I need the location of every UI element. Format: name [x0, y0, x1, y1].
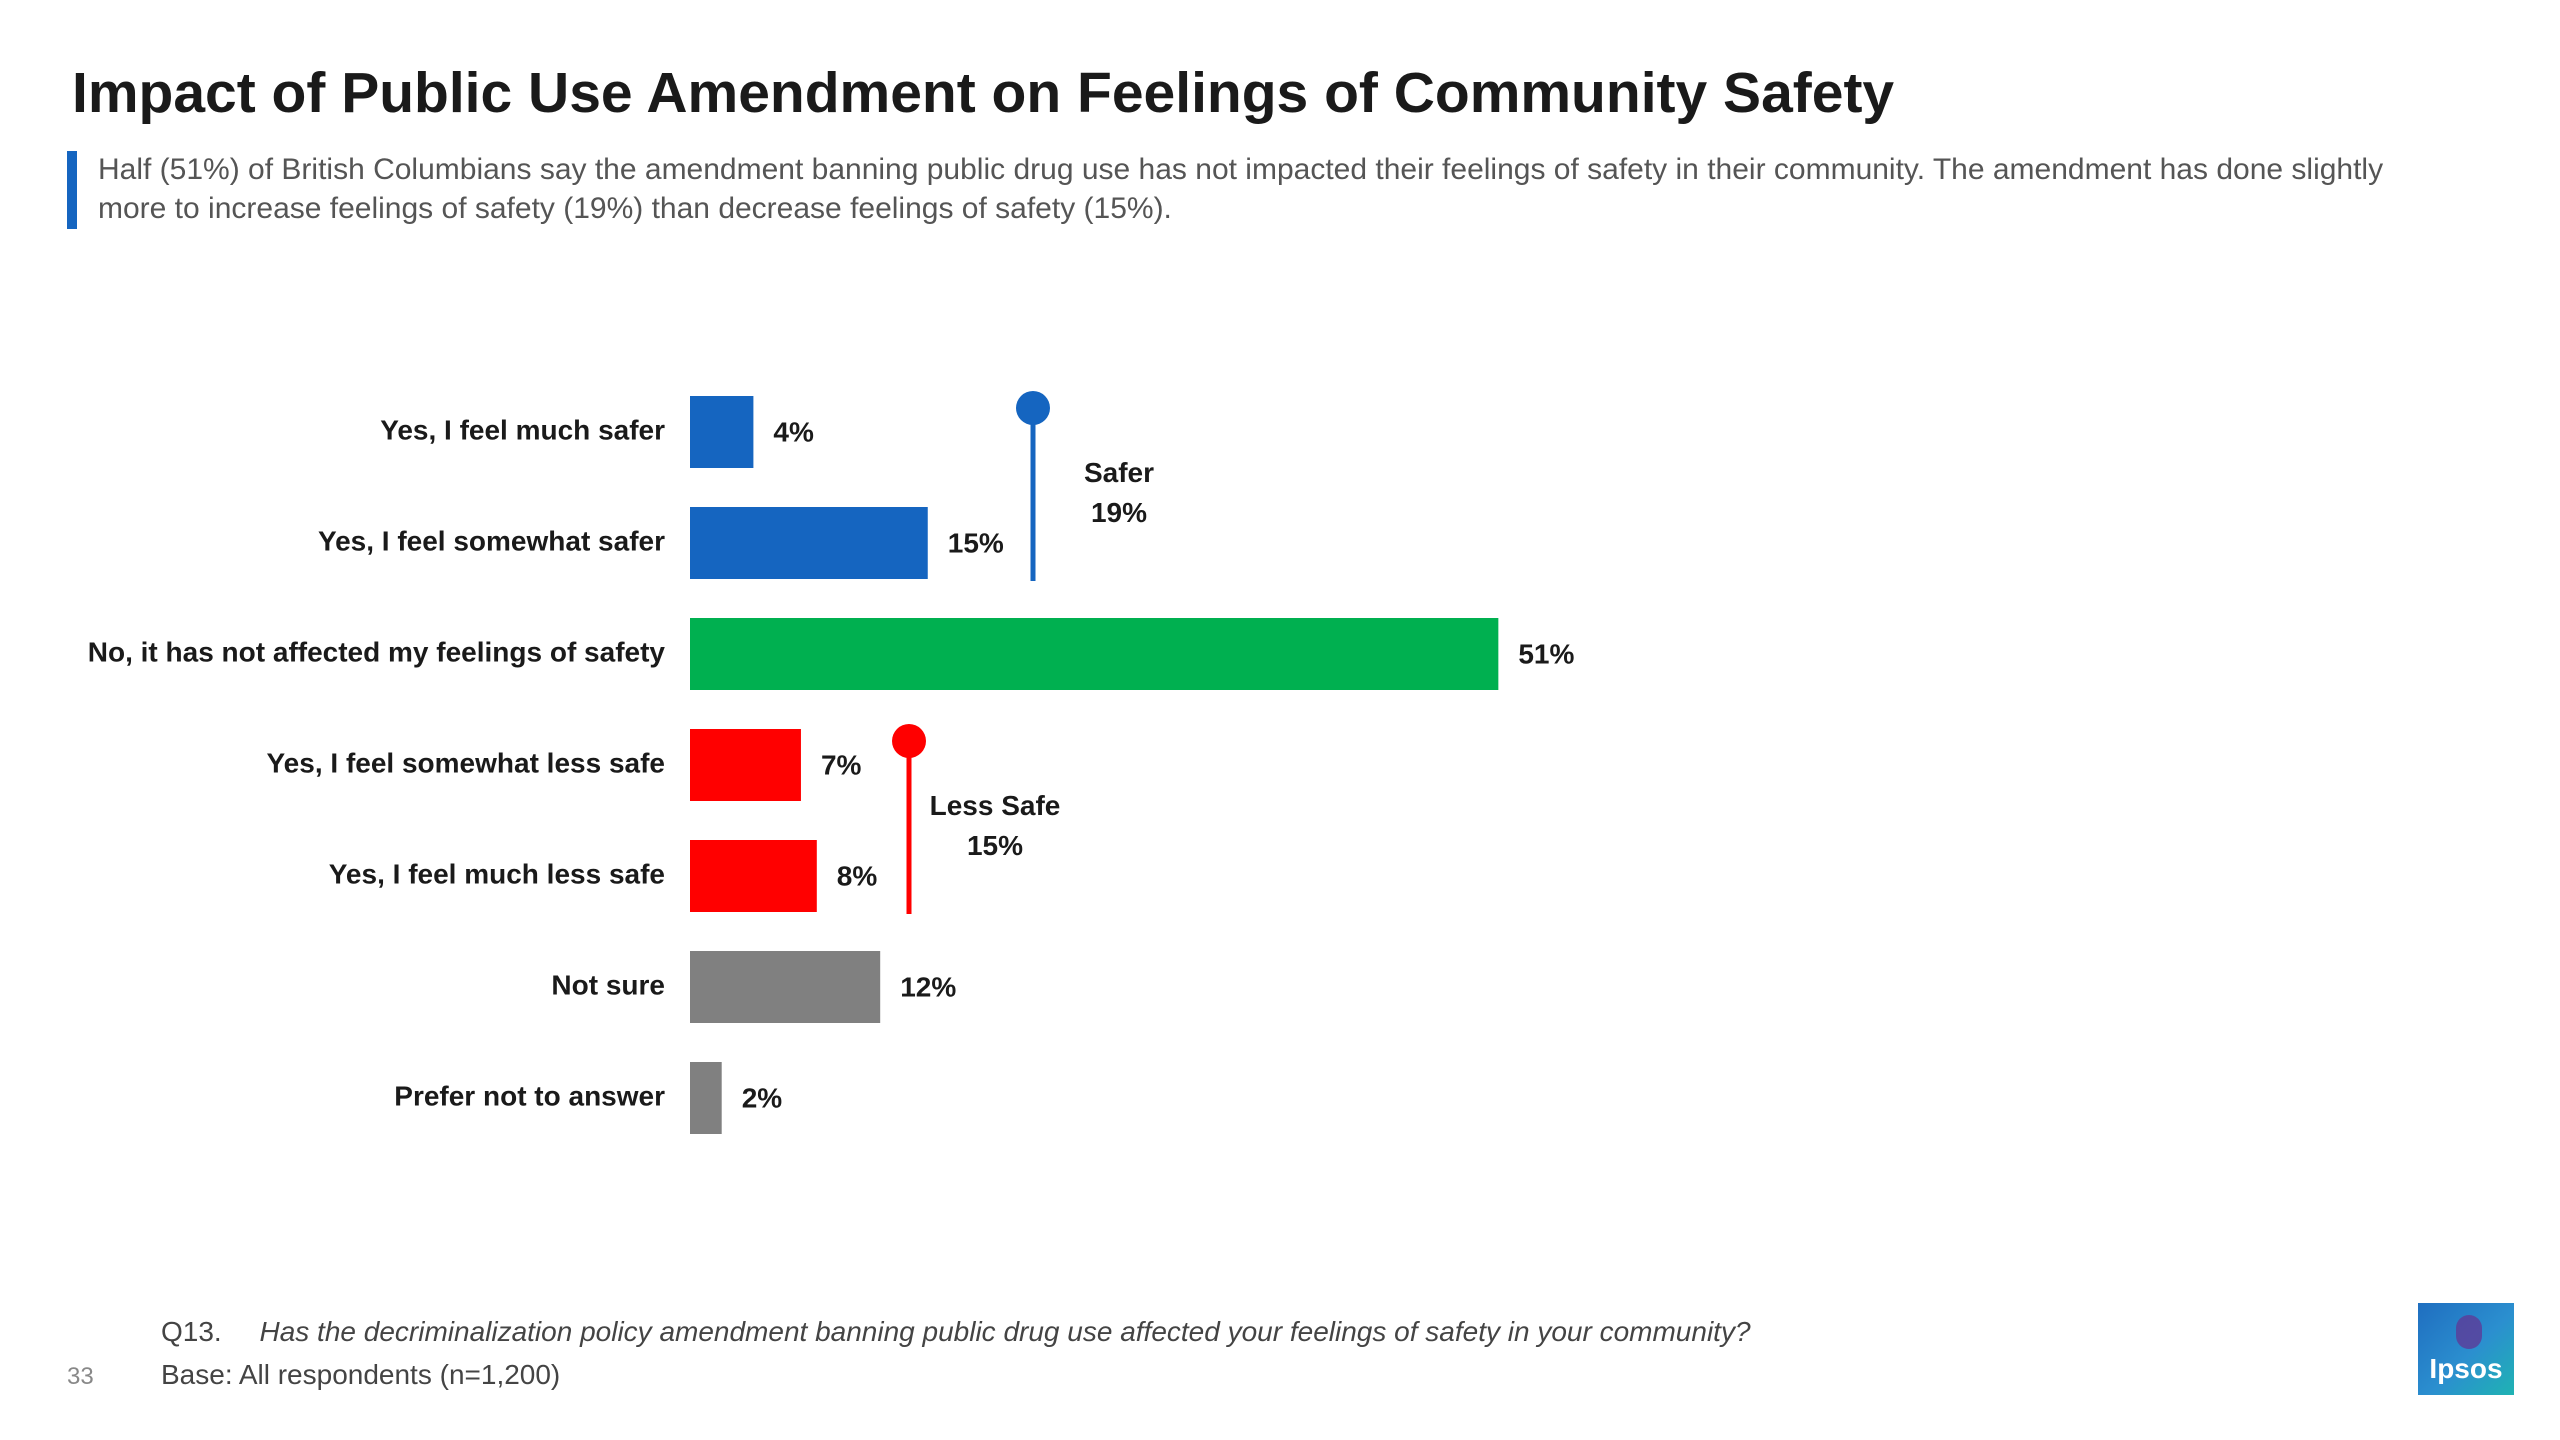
- bar: [690, 840, 817, 912]
- data-label: 12%: [900, 971, 956, 1002]
- base-footnote: Base: All respondents (n=1,200): [161, 1359, 561, 1390]
- question-footnote: Q13. Has the decriminalization policy am…: [161, 1316, 1751, 1348]
- data-label: 7%: [821, 749, 862, 780]
- category-label: Not sure: [551, 969, 665, 1000]
- data-label: 15%: [948, 527, 1004, 558]
- category-label: Yes, I feel much less safe: [329, 858, 665, 889]
- bar: [690, 729, 801, 801]
- logo-mark-icon: [2456, 1315, 2482, 1349]
- net-label: Less Safe: [930, 790, 1061, 821]
- net-bracket-dot: [892, 724, 926, 758]
- page-title: Impact of Public Use Amendment on Feelin…: [72, 61, 1895, 125]
- data-label: 4%: [773, 416, 814, 447]
- subtitle-accent-bar: [67, 151, 77, 229]
- net-bracket-dot: [1016, 391, 1050, 425]
- bar-chart: Yes, I feel much safer 4% Yes, I feel some…: [88, 391, 1574, 1134]
- subtitle: Half (51%) of British Columbians say the…: [98, 153, 2384, 225]
- logo-text: Ipsos: [2429, 1353, 2503, 1384]
- data-label: 51%: [1518, 638, 1574, 669]
- question-number: Q13.: [161, 1316, 222, 1347]
- bar: [690, 396, 754, 468]
- bar: [690, 507, 928, 579]
- data-label: 2%: [742, 1082, 783, 1113]
- net-value-label: 19%: [1091, 497, 1147, 528]
- category-label: Yes, I feel much safer: [380, 414, 665, 445]
- data-label: 8%: [837, 860, 878, 891]
- net-label: Safer: [1084, 457, 1154, 488]
- question-text: Has the decriminalization policy amendme…: [259, 1316, 1751, 1347]
- category-label: No, it has not affected my feelings of s…: [88, 636, 666, 667]
- category-label: Yes, I feel somewhat less safe: [267, 747, 665, 778]
- bar: [690, 618, 1499, 690]
- category-label: Prefer not to answer: [394, 1080, 665, 1111]
- net-value-label: 15%: [967, 830, 1023, 861]
- page-number: 33: [67, 1363, 94, 1390]
- bar: [690, 951, 881, 1023]
- bar: [690, 1062, 722, 1134]
- category-label: Yes, I feel somewhat safer: [318, 525, 665, 556]
- ipsos-logo: Ipsos: [2418, 1303, 2514, 1395]
